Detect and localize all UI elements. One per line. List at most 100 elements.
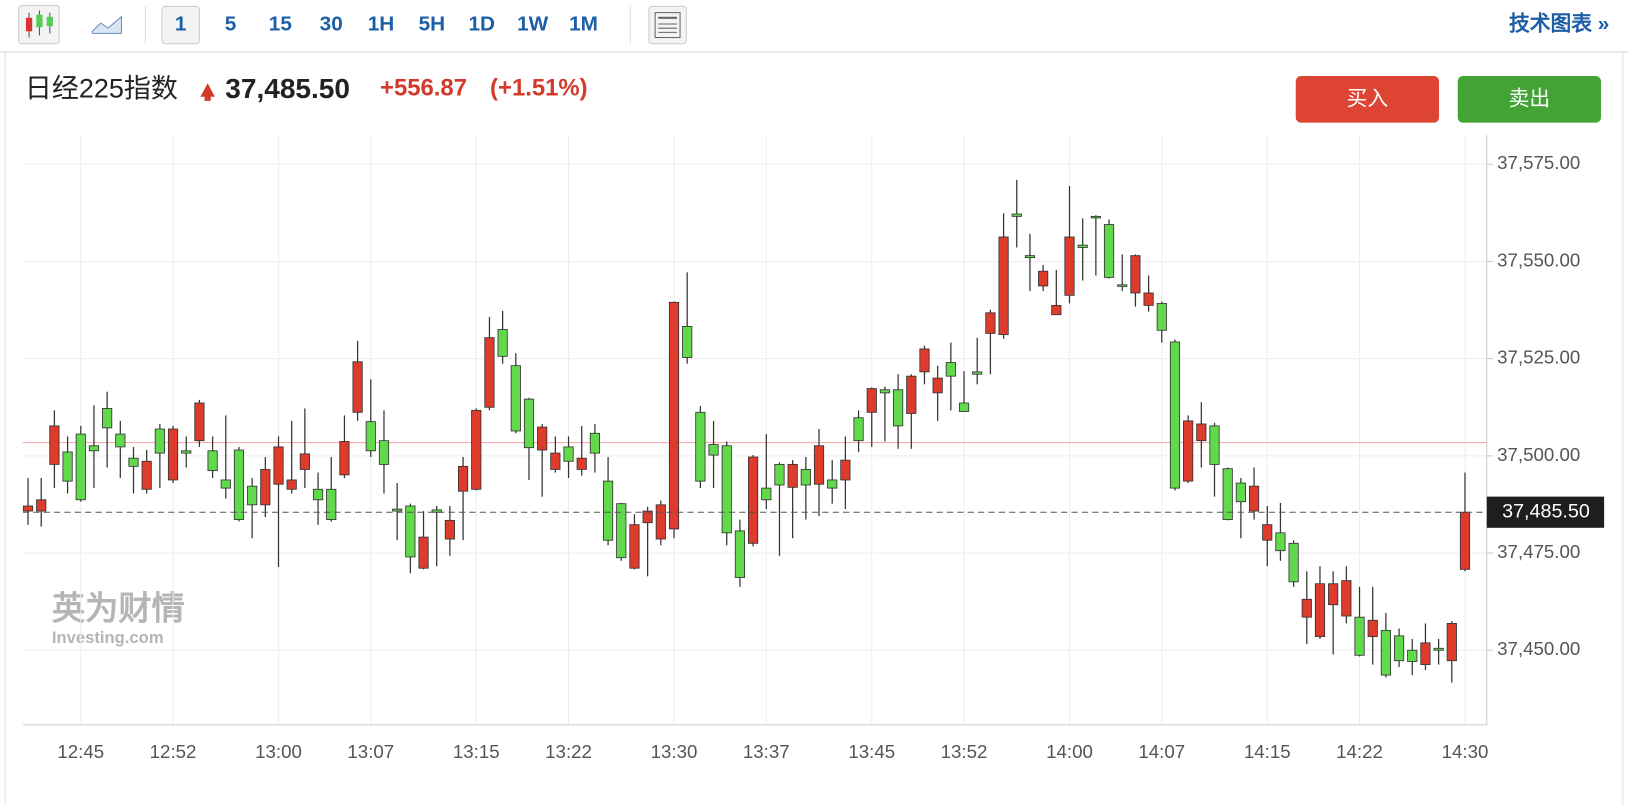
candle-body	[207, 450, 218, 472]
candle-body	[761, 487, 772, 501]
candle-body	[352, 361, 363, 413]
candle-body	[958, 402, 970, 412]
instrument-name: 日经225指数	[25, 74, 178, 104]
candle-body	[695, 411, 706, 482]
candle-body	[1090, 215, 1101, 219]
candle-body	[378, 440, 390, 465]
x-tick-label: 12:52	[150, 741, 197, 762]
candle-body	[1064, 236, 1075, 296]
candle-body	[273, 446, 284, 485]
candle-body	[1222, 468, 1233, 521]
buy-button[interactable]: 买入	[1295, 75, 1440, 123]
candle-body	[1209, 425, 1220, 465]
candle-body	[537, 426, 548, 451]
candle-body	[655, 504, 666, 540]
candle-body	[405, 505, 416, 558]
candle-body	[589, 432, 600, 454]
candle-body	[484, 337, 495, 408]
candle-body	[471, 409, 482, 490]
sell-label[interactable]: 卖出	[1509, 87, 1551, 110]
interval-button[interactable]: 1W	[517, 13, 549, 36]
candle-body	[827, 479, 838, 489]
candle-body	[932, 377, 943, 394]
candle-body	[1183, 420, 1194, 482]
interval-button[interactable]: 5H	[419, 13, 446, 36]
x-tick-label: 13:22	[545, 741, 592, 762]
x-tick-label: 13:30	[651, 741, 698, 762]
candle-body	[774, 463, 785, 486]
x-tick-label: 14:15	[1244, 741, 1291, 762]
candle-body	[998, 236, 1009, 335]
x-tick-label: 14:22	[1336, 741, 1383, 762]
candle-body	[1051, 304, 1062, 316]
sell-button[interactable]: 卖出	[1457, 75, 1602, 123]
candle-body	[906, 375, 917, 414]
interval-button[interactable]: 1M	[569, 13, 598, 36]
candle-body	[866, 388, 877, 413]
candle-body	[1196, 423, 1207, 442]
candle-body	[1446, 622, 1457, 662]
candle-body	[734, 530, 746, 578]
candle-body	[167, 428, 179, 481]
candle-body	[392, 508, 403, 512]
last-price-label: 37,485.50	[1502, 500, 1590, 522]
candle-body	[102, 408, 113, 429]
x-tick-label: 14:07	[1138, 741, 1185, 762]
x-tick-label: 14:30	[1442, 741, 1489, 762]
candle-body	[154, 428, 165, 454]
candle-body	[1156, 303, 1167, 331]
candle-body	[141, 460, 152, 490]
candle-body	[444, 519, 455, 540]
interval-button[interactable]: 30	[320, 13, 343, 36]
interval-button[interactable]: 15	[269, 13, 292, 36]
selected-interval-box	[161, 5, 200, 45]
buy-label[interactable]: 买入	[1347, 87, 1389, 110]
candle-body	[247, 485, 258, 506]
candle-body	[418, 536, 429, 569]
candle-body	[220, 479, 231, 489]
candle-body	[1235, 482, 1246, 503]
candle-body	[1275, 532, 1286, 552]
candle-body	[879, 389, 891, 394]
candle-body	[233, 449, 245, 521]
candle-body	[576, 457, 587, 470]
x-tick-label: 13:37	[743, 741, 790, 762]
candle-body	[919, 348, 930, 373]
candle-body	[1262, 524, 1273, 541]
candle-body	[312, 488, 324, 501]
candle-body	[1117, 284, 1128, 287]
layout-button[interactable]	[648, 5, 687, 45]
candle-body	[1024, 255, 1036, 258]
candle-body	[642, 510, 653, 524]
candle-type-button[interactable]	[18, 4, 60, 45]
interval-button[interactable]: 5	[225, 13, 237, 36]
candle-body	[1011, 213, 1022, 217]
x-tick-label: 13:45	[848, 741, 895, 762]
candle-body	[457, 465, 469, 492]
candle-body	[1314, 583, 1326, 638]
candle-body	[115, 433, 126, 448]
change-percent: (+1.51%)	[490, 75, 588, 102]
tech-chart-link[interactable]: 技术图表 »	[1509, 12, 1609, 36]
candle-body	[603, 480, 614, 541]
candle-body	[75, 433, 86, 501]
candle-body	[1130, 255, 1141, 294]
interval-button[interactable]: 1H	[368, 13, 395, 36]
candle-body	[365, 421, 376, 452]
candle-body	[1143, 292, 1154, 306]
candle-body	[1248, 485, 1260, 512]
y-tick-label: 37,500.00	[1497, 444, 1580, 465]
candle-body	[1301, 598, 1312, 618]
interval-button[interactable]: 1	[175, 13, 187, 36]
line-type-button[interactable]	[91, 15, 122, 34]
candle-body	[748, 456, 759, 544]
candle-body	[286, 479, 297, 490]
up-arrow	[200, 83, 215, 101]
candle-body	[945, 362, 956, 377]
candle-body	[563, 446, 574, 462]
interval-button[interactable]: 1D	[468, 13, 495, 36]
candle-body	[1103, 224, 1115, 278]
candle-body	[1077, 244, 1088, 248]
